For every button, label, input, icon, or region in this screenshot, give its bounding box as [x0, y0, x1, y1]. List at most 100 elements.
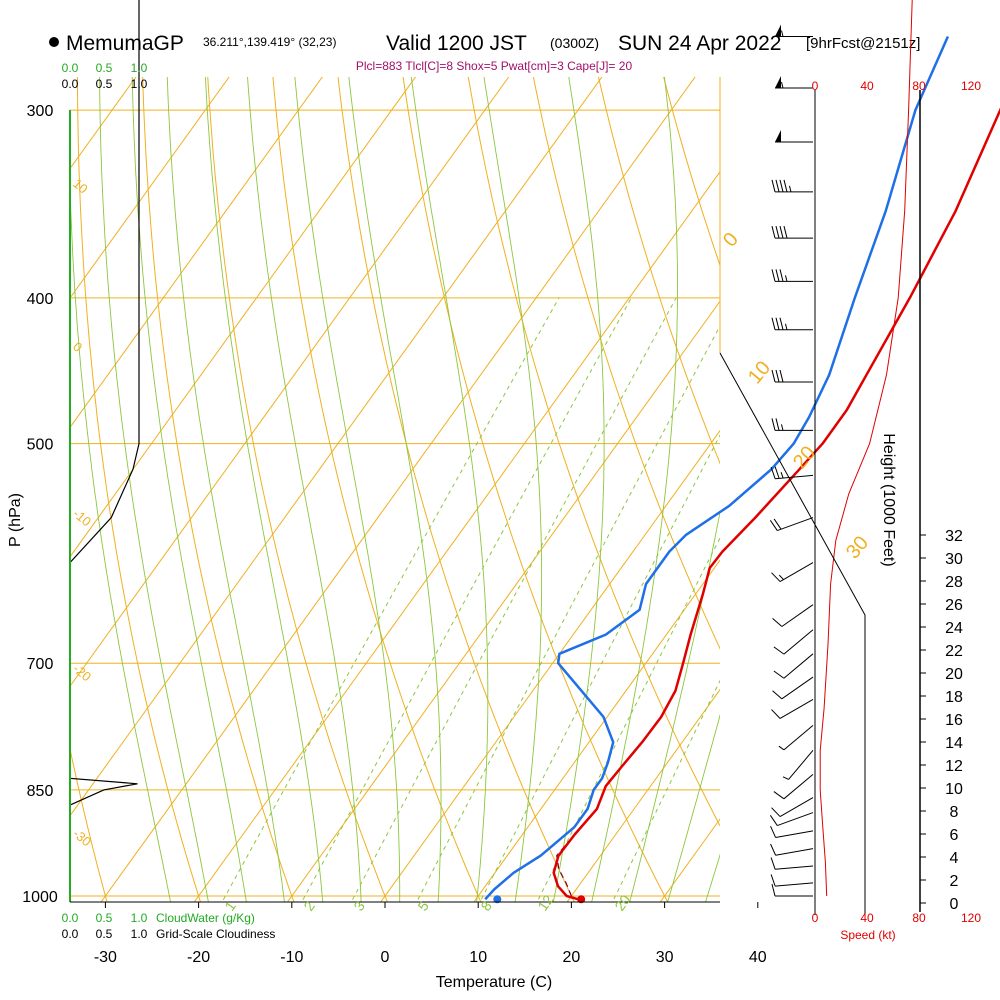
wind-barb [770, 466, 814, 480]
x-tick-label: 20 [563, 949, 581, 966]
cloudwater-title: CloudWater (g/Kg) [156, 911, 255, 925]
moist-adiabat-line [552, 77, 605, 902]
temperature-curve [552, 107, 1000, 901]
wind-barb [770, 825, 814, 838]
wind-barb [771, 179, 813, 193]
surface-temperature-point [577, 895, 586, 904]
wind-barb [770, 874, 814, 887]
mixing-ratio-label: 20 [611, 892, 633, 914]
wind-barb-feather [773, 518, 782, 530]
x-tick-label: -10 [280, 949, 303, 966]
mixing-ratio-line [536, 537, 720, 902]
mixing-ratio-line [221, 297, 560, 902]
dry-adiabat-line [272, 77, 482, 902]
mixing-ratio-label: 5 [414, 898, 432, 914]
height-tick-label: 2 [950, 873, 959, 890]
wind-barb [771, 369, 813, 383]
wind-barb-feather [771, 269, 776, 282]
height-tick-label: 12 [945, 758, 963, 775]
title-bullet-icon [49, 37, 59, 47]
isotherm-line [100, 77, 696, 902]
wind-barb-half-feather [781, 424, 784, 431]
wind-barb-staff [781, 676, 814, 700]
date-text: SUN 24 Apr 2022 [618, 32, 781, 55]
wind-barb-feather [775, 226, 780, 239]
moist-adiabat-line [204, 77, 324, 902]
moist-adiabat-line [131, 77, 247, 902]
moist-adiabat-line [99, 77, 209, 902]
cloud-water-tick-bottom: 1.0 [131, 911, 148, 925]
isotherm-line [70, 77, 323, 429]
height-tick-label: 0 [950, 896, 959, 913]
dewpoint-curve [484, 35, 950, 901]
wind-barb-feather [775, 418, 780, 431]
dry-adiabat-line [532, 77, 720, 650]
wind-barb-feather [770, 825, 777, 838]
wind-barb-feather [771, 709, 781, 719]
speed-tick-top: 40 [860, 79, 874, 93]
y-axis-title: P (hPa) [7, 493, 24, 547]
dry-adiabat-line [823, 0, 1000, 928]
wind-barb [772, 604, 814, 627]
mixing-ratio-line [479, 434, 720, 902]
cloud-water-tick-top: 0.0 [62, 61, 79, 75]
height-tick-label: 32 [945, 528, 963, 545]
app-name: MemumaGP [66, 32, 184, 55]
height-tick-label: 8 [950, 804, 959, 821]
wind-barb [769, 517, 814, 532]
dry-adiabat-line [142, 77, 295, 902]
speed-tick-top: 80 [912, 79, 926, 93]
mixing-ratio-label: 2 [300, 898, 318, 914]
wind-barb-staff [779, 562, 814, 583]
height-tick-label: 30 [945, 551, 963, 568]
wind-barb-feather [769, 815, 778, 826]
height-tick-label: 28 [945, 574, 963, 591]
isotherm-line [380, 429, 720, 902]
dry-adiabat-label: 0 [70, 339, 85, 355]
dry-adiabat-line [885, 0, 1000, 928]
wind-barb-flag [775, 129, 781, 142]
wind-barb-feather [770, 874, 776, 887]
wind-barb-half-feather [780, 472, 784, 479]
speed-tick-bottom: 0 [812, 911, 819, 925]
wind-barb-staff [788, 750, 814, 780]
mixing-ratio-label: 3 [350, 898, 368, 914]
mixing-ratio-line [415, 324, 720, 902]
wind-barb-feather [779, 369, 784, 383]
wind-barb-feather [775, 179, 780, 192]
isotherm-line [566, 688, 720, 902]
dry-adiabat-line [337, 77, 575, 902]
wind-barb-feather [773, 646, 785, 655]
moist-adiabat-line [591, 77, 678, 902]
wind-barb-half-feather [789, 185, 792, 192]
speed-tick-top: 120 [961, 79, 981, 93]
wind-barb-feather [771, 317, 776, 330]
wind-barb-feather [783, 226, 788, 239]
speed-tick-bottom: 40 [860, 911, 874, 925]
pressure-tick-label: 700 [27, 656, 54, 673]
wind-barb [771, 418, 813, 431]
wind-barb-flag [775, 76, 781, 89]
wind-barb [771, 797, 814, 818]
cloud-water-tick-top: 0.5 [96, 61, 113, 75]
height-tick-label: 26 [945, 597, 963, 614]
forecast-text: [9hrFcst@2151z] [806, 35, 920, 52]
background-lines [0, 0, 1000, 928]
speed-tick-bottom: 120 [961, 911, 981, 925]
wind-barb-half-feather [785, 275, 788, 282]
wind-barb-staff [775, 830, 814, 838]
wind-barb [770, 843, 814, 856]
moist-adiabat-line [705, 853, 720, 902]
cloudiness-tick-top: 0.0 [62, 77, 79, 91]
isotherm-line [70, 77, 230, 299]
dry-adiabat-line [70, 746, 108, 902]
wind-barb-staff [779, 797, 814, 818]
x-tick-label: 30 [656, 949, 674, 966]
dry-adiabat-label: 10 [70, 176, 91, 197]
wind-barb [773, 653, 814, 679]
pressure-tick-label: 850 [27, 783, 54, 800]
wind-barb-half-feather [785, 323, 788, 330]
isotherm-line [70, 77, 137, 170]
wind-barb-staff [779, 699, 814, 719]
isotherm-line [0, 0, 124, 928]
